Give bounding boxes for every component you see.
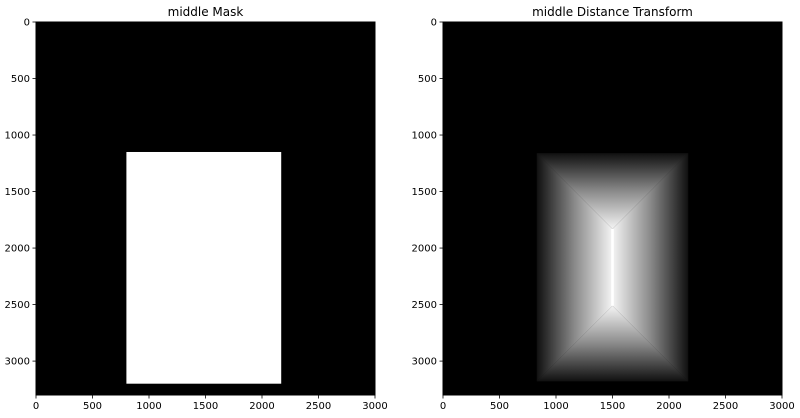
distance-gradient-right <box>612 153 689 382</box>
x-tick-label: 2000 <box>656 401 681 412</box>
distance-transform-panel: middle Distance Transform 0 500 1000 1500 20… <box>412 5 795 412</box>
distance-gradient-top <box>536 153 689 229</box>
y-tick-label: 0 <box>431 18 437 29</box>
y-tick-label: 1000 <box>412 131 437 142</box>
y-tick-label: 3000 <box>412 357 437 368</box>
x-tick-label: 2000 <box>249 401 274 412</box>
x-tick-label: 2500 <box>306 401 331 412</box>
y-tick-label: 500 <box>11 74 30 85</box>
x-tick-label: 1000 <box>136 401 161 412</box>
x-tick-label: 1500 <box>600 401 625 412</box>
x-tick-label: 500 <box>490 401 509 412</box>
x-tick-label: 1500 <box>193 401 218 412</box>
y-tick-label: 2500 <box>5 300 30 311</box>
y-tick-label: 2500 <box>412 300 437 311</box>
chart-title: middle Mask <box>168 5 244 19</box>
mask-panel: middle Mask 0 500 1000 1500 2000 2500 3000 0 50… <box>5 5 388 412</box>
y-tick-label: 3000 <box>5 357 30 368</box>
y-tick-label: 2000 <box>412 244 437 255</box>
x-tick-label: 0 <box>440 401 446 412</box>
y-tick-label: 1500 <box>412 187 437 198</box>
x-tick-label: 2500 <box>713 401 738 412</box>
distance-gradient-bottom <box>536 305 689 382</box>
x-tick-label: 1000 <box>543 401 568 412</box>
y-tick-label: 2000 <box>5 244 30 255</box>
mask-region <box>126 151 282 384</box>
y-tick-label: 0 <box>24 18 30 29</box>
y-tick-label: 1000 <box>5 131 30 142</box>
distance-gradient-left <box>536 153 613 382</box>
y-tick-label: 500 <box>418 74 437 85</box>
x-tick-label: 3000 <box>362 401 387 412</box>
y-tick-label: 1500 <box>5 187 30 198</box>
x-tick-label: 3000 <box>769 401 794 412</box>
chart-title: middle Distance Transform <box>532 5 693 19</box>
x-tick-label: 0 <box>33 401 39 412</box>
x-tick-label: 500 <box>83 401 102 412</box>
